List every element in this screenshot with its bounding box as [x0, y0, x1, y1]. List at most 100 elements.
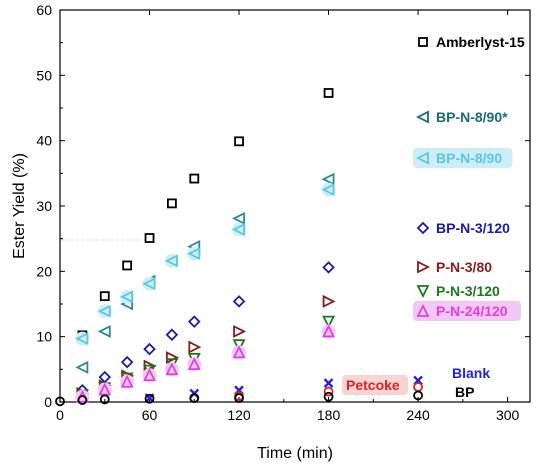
legend: Amberlyst-15 BP-N-8/90* BP-N-8/90 BP-N-3/12… [61, 34, 525, 400]
legend-label: BP-N-8/90* [436, 109, 508, 125]
legend-marker [418, 37, 428, 47]
y-tick-label: 10 [36, 329, 52, 345]
x-tick-label: 60 [142, 407, 158, 423]
data-point [166, 351, 179, 365]
data-point [323, 386, 334, 397]
data-point [120, 290, 134, 304]
data-point [322, 324, 336, 338]
legend-label: Blank [452, 365, 490, 381]
data-point [232, 211, 245, 225]
data-point [322, 261, 335, 274]
data-point [232, 339, 246, 353]
y-tick-label: 50 [36, 67, 52, 83]
data-point [143, 342, 156, 356]
data-point [232, 345, 246, 359]
y-tick-label: 60 [36, 2, 52, 18]
legend-label: P-N-3/120 [436, 283, 500, 299]
legend-label: P-N-3/80 [436, 259, 492, 275]
data-point [322, 294, 336, 308]
data-point [120, 374, 134, 388]
legend-label: BP [455, 384, 474, 400]
series-p-n-3-80 [76, 294, 336, 400]
legend-item: Amberlyst-15 [418, 34, 525, 50]
data-point [75, 360, 89, 374]
legend-label: BP-N-8/90 [436, 150, 502, 166]
legend-item: BP-N-3/120 [416, 220, 510, 236]
plot-frame [59, 9, 531, 403]
y-tick-label: 40 [36, 133, 52, 149]
legend-item: BP-N-8/90* [415, 109, 508, 125]
x-tick-label: 0 [56, 407, 64, 423]
data-point [323, 391, 334, 402]
series-bp-n-8-90- [75, 172, 335, 374]
data-point [99, 394, 110, 405]
x-tick-label: 300 [496, 407, 520, 423]
data-point [321, 172, 335, 186]
data-point [55, 396, 65, 407]
data-point [188, 340, 202, 354]
legend-marker [415, 151, 429, 165]
data-point [77, 395, 88, 405]
data-point [189, 173, 200, 184]
data-point [167, 198, 177, 209]
legend-marker [416, 285, 430, 299]
data-point [99, 291, 110, 302]
legend-item: P-N-3/80 [417, 259, 492, 275]
data-point [120, 355, 134, 369]
x-axis-title: Time (min) [257, 445, 333, 462]
legend-halo [342, 375, 409, 395]
data-point [323, 88, 334, 98]
data-point [143, 368, 156, 382]
data-point [164, 254, 178, 268]
y-axis-title: Ester Yield (%) [11, 153, 28, 259]
legend-label: Amberlyst-15 [436, 34, 525, 50]
data-point [122, 260, 133, 271]
y-tick-label: 0 [44, 394, 52, 410]
data-point [144, 393, 155, 404]
data-point [189, 393, 200, 403]
legend-item: Blank [452, 365, 490, 381]
series-bp-n-8-90 [75, 182, 336, 346]
x-tick-label: 180 [317, 407, 341, 423]
series-amberlyst-15 [77, 88, 334, 341]
data-point [413, 390, 423, 401]
data-point [234, 136, 244, 147]
legend-item: P-N-3/120 [416, 283, 500, 299]
legend-marker [417, 260, 431, 274]
data-point [188, 315, 201, 328]
legend-label: BP-N-3/120 [436, 220, 510, 236]
data-point [75, 332, 89, 346]
data-point [165, 362, 179, 376]
x-tick-label: 240 [406, 407, 430, 423]
legend-item: BP-N-8/90 [413, 148, 513, 168]
data-point [323, 378, 334, 388]
data-point [234, 393, 244, 403]
series-p-n-24-120 [75, 324, 336, 404]
data-point [144, 233, 155, 243]
legend-halo [413, 148, 513, 168]
tick-labels: 0 60 120 180 240 300 0 10 20 30 40 50 60 [36, 2, 519, 423]
legend-halo [413, 301, 521, 321]
series-bp-n-3-120 [76, 261, 335, 397]
legend-label: Petcoke [346, 377, 400, 393]
axis-ticks [59, 9, 530, 403]
y-tick-label: 30 [36, 198, 52, 214]
data-point [187, 357, 201, 371]
data-point [142, 277, 156, 291]
data-point [97, 304, 111, 318]
series-p-n-3-120 [75, 315, 336, 403]
legend-marker [416, 221, 430, 235]
legend-item: BP [455, 384, 474, 400]
data-point [413, 382, 423, 392]
plot-border [59, 9, 531, 403]
legend-item: P-N-24/120 [413, 301, 521, 321]
legend-marker [416, 303, 430, 317]
data-point [322, 315, 336, 329]
data-point [187, 247, 201, 261]
legend-marker [415, 110, 429, 124]
legend-label: P-N-24/120 [436, 303, 508, 319]
data-point [97, 324, 111, 338]
data-point [232, 295, 246, 308]
data-point [233, 324, 247, 338]
